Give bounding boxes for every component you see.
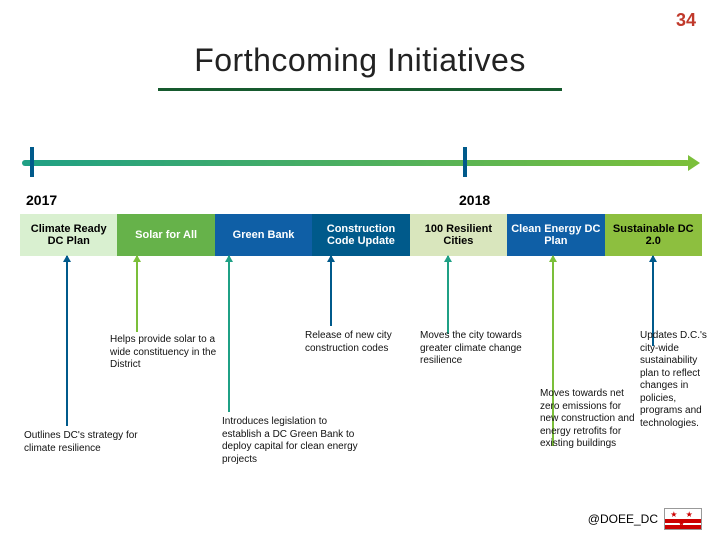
footer: @DOEE_DC ★ ★ ★: [588, 508, 702, 530]
timeline-tick-2018: [463, 147, 467, 177]
year-2017: 2017: [26, 192, 57, 208]
connector-0: [66, 256, 68, 426]
desc-green-bank: Introduces legislation to establish a DC…: [222, 416, 362, 466]
dc-flag-icon: ★ ★ ★: [664, 508, 702, 530]
milestone-climate-ready: Climate Ready DC Plan: [20, 214, 117, 256]
connector-3: [330, 256, 332, 326]
milestone-construction-code: Construction Code Update: [312, 214, 409, 256]
timeline-arrow: [22, 160, 690, 166]
timeline-tick-2017: [30, 147, 34, 177]
desc-climate-ready: Outlines DC's strategy for climate resil…: [24, 430, 144, 455]
milestone-row: Climate Ready DC Plan Solar for All Gree…: [20, 214, 702, 256]
page-title: Forthcoming Initiatives: [0, 42, 720, 79]
year-2018: 2018: [459, 192, 490, 208]
milestone-clean-energy: Clean Energy DC Plan: [507, 214, 604, 256]
page-number: 34: [676, 10, 696, 31]
desc-solar-for-all: Helps provide solar to a wide constituen…: [110, 334, 220, 372]
milestone-100-resilient: 100 Resilient Cities: [410, 214, 507, 256]
desc-construction-code: Release of new city construction codes: [305, 330, 415, 355]
title-underline: [158, 88, 562, 91]
desc-clean-energy: Moves towards net zero emissions for new…: [540, 388, 636, 451]
desc-100-resilient: Moves the city towards greater climate c…: [420, 330, 530, 368]
connector-1: [136, 256, 138, 332]
milestone-sustainable-dc: Sustainable DC 2.0: [605, 214, 702, 256]
connector-2: [228, 256, 230, 412]
desc-sustainable-dc: Updates D.C.'s city-wide sustainability …: [640, 330, 718, 430]
twitter-handle: @DOEE_DC: [588, 512, 658, 526]
milestone-solar-for-all: Solar for All: [117, 214, 214, 256]
connector-4: [447, 256, 449, 334]
milestone-green-bank: Green Bank: [215, 214, 312, 256]
